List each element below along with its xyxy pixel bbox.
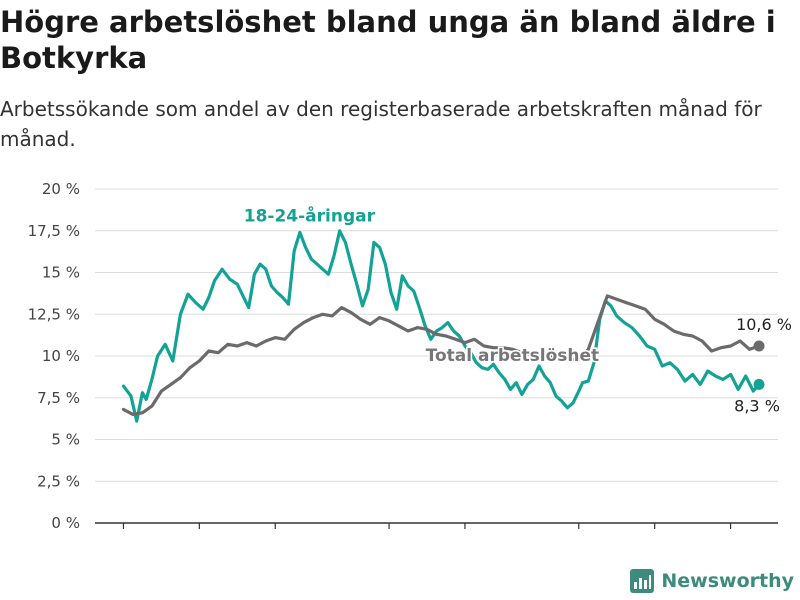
series-label-youth: 18-24-åringar (244, 204, 376, 226)
newsworthy-logo-icon (630, 569, 655, 593)
brand-name: Newsworthy (661, 570, 794, 592)
x-tick-label: 2020 (560, 537, 598, 540)
x-tick-label: 2012 (256, 537, 294, 540)
x-tick-label: 2017 (446, 537, 484, 540)
y-tick-label: 10 % (42, 347, 80, 365)
end-label-total: 10,6 % (736, 315, 792, 334)
line-chart: 0 % 2,5 % 5 % 7,5 % 10 % 12,5 % 15 % 17,5 % 20 %… (28, 180, 792, 540)
series-line-youth (121, 229, 761, 423)
series-line-total (121, 294, 761, 416)
end-label-youth: 8,3 % (734, 396, 780, 415)
x-tick-label: 2010 (180, 537, 218, 540)
y-tick-label: 5 % (51, 431, 80, 449)
x-tick-label: 2024 (711, 537, 749, 540)
chart-title: Högre arbetslöshet bland unga än bland ä… (0, 5, 776, 75)
brand-logo: Newsworthy (629, 568, 794, 594)
y-tick-label: 12,5 % (28, 305, 80, 323)
y-tick-label: 2,5 % (37, 472, 80, 490)
x-tick-label: 2015 (370, 537, 408, 540)
y-tick-label: 7,5 % (37, 389, 80, 407)
y-tick-label: 17,5 % (28, 222, 80, 240)
x-tick-label: 2008 (104, 537, 142, 540)
x-tick-label: 2022 (636, 537, 674, 540)
y-tick-label: 15 % (42, 264, 80, 282)
series-line-total-end-dot (753, 340, 765, 352)
chart-subtitle: Arbetssökande som andel av den registerb… (0, 97, 762, 151)
y-tick-label: 0 % (51, 514, 80, 532)
y-tick-label: 20 % (42, 180, 80, 198)
series-line-youth-end-dot (753, 378, 765, 390)
series-label-total: Total arbetslöshet (426, 346, 600, 366)
